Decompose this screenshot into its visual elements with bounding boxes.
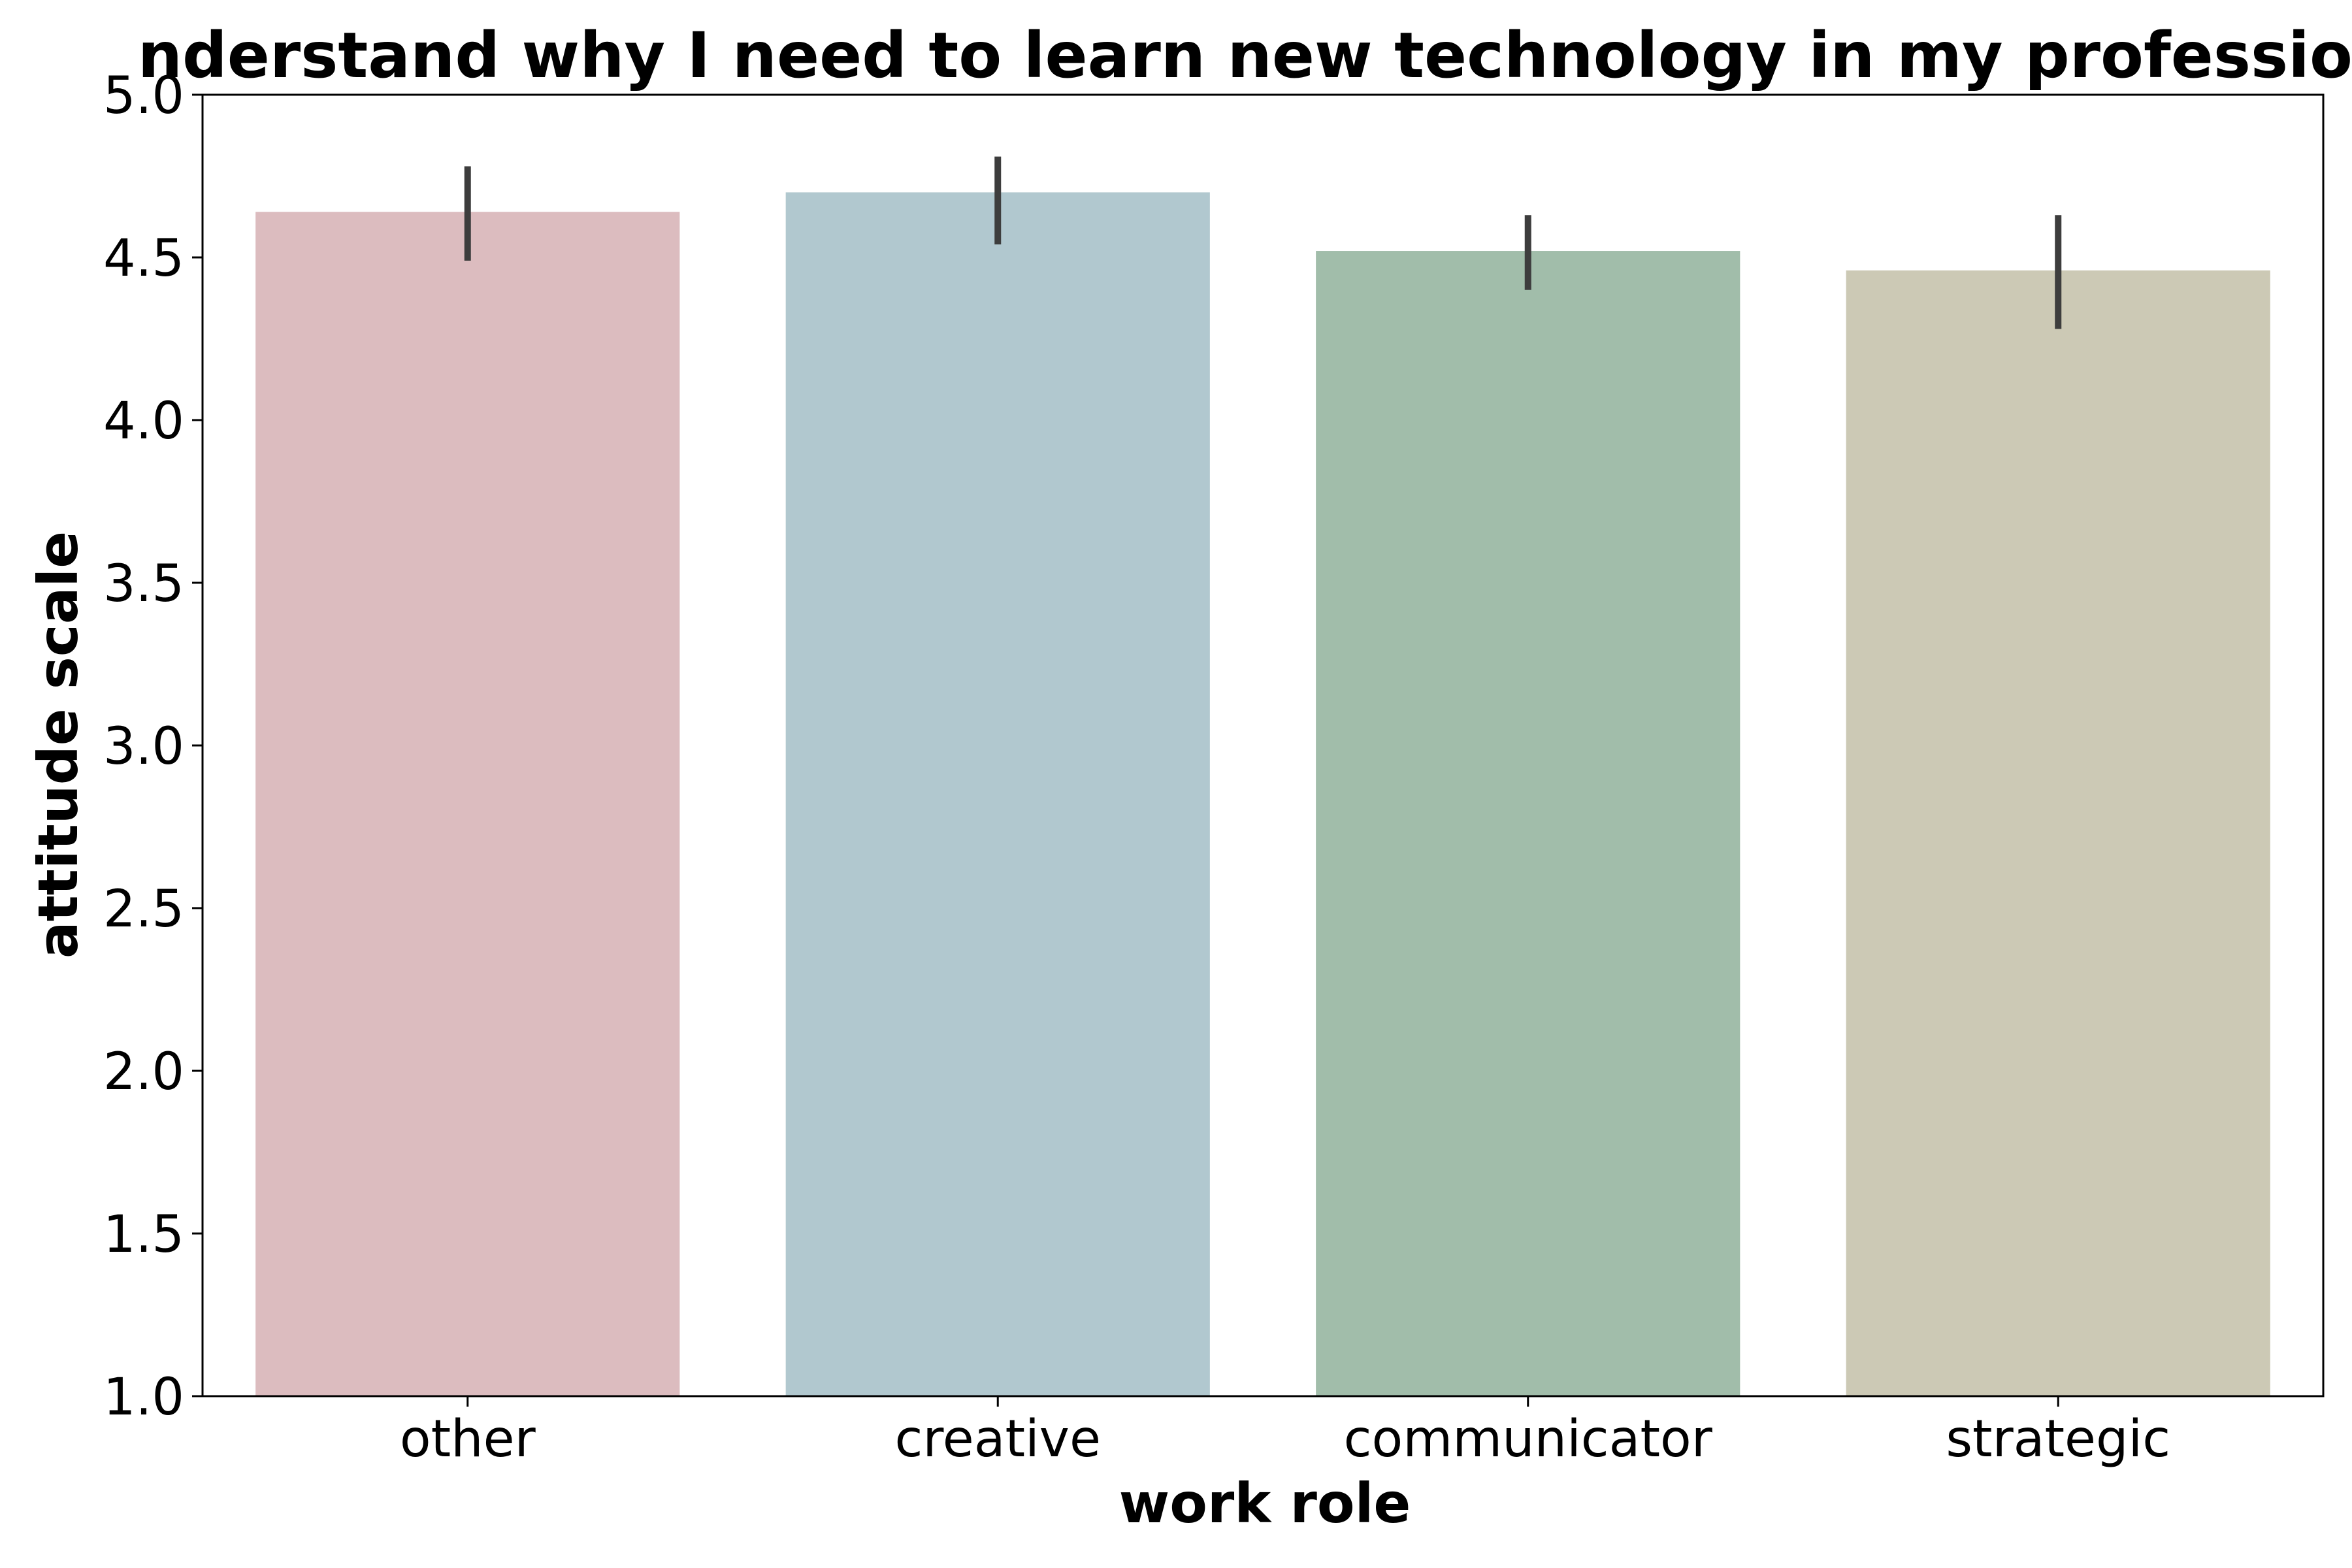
x-tick-label: other bbox=[400, 1410, 536, 1469]
y-axis-label: attitude scale bbox=[26, 531, 90, 958]
bar-strategic bbox=[1846, 270, 2270, 1396]
x-axis-label: work role bbox=[1119, 1471, 1411, 1535]
plot-area: other creative communicator strategic 1.0 1.5… bbox=[103, 67, 2325, 1469]
y-tick-label: 2.0 bbox=[103, 1043, 184, 1102]
bar-other bbox=[255, 212, 680, 1396]
y-tick-label: 2.5 bbox=[103, 880, 184, 939]
chart-title: nderstand why I need to learn new techno… bbox=[138, 19, 2352, 92]
y-tick-label: 1.0 bbox=[103, 1368, 184, 1427]
bar-communicator bbox=[1316, 251, 1740, 1396]
y-tick-label: 4.5 bbox=[103, 229, 184, 288]
x-tick-label: creative bbox=[895, 1410, 1101, 1469]
x-tick-label: communicator bbox=[1344, 1410, 1713, 1469]
y-tick-label: 1.5 bbox=[103, 1205, 184, 1264]
y-tick-label: 3.0 bbox=[103, 717, 184, 776]
x-tick-label: strategic bbox=[1946, 1410, 2170, 1469]
y-tick-label: 5.0 bbox=[103, 67, 184, 125]
bar-creative bbox=[785, 192, 1210, 1396]
plot-frame bbox=[201, 93, 2325, 1397]
y-tick-label: 4.0 bbox=[103, 392, 184, 451]
y-tick-label: 3.5 bbox=[103, 555, 184, 613]
